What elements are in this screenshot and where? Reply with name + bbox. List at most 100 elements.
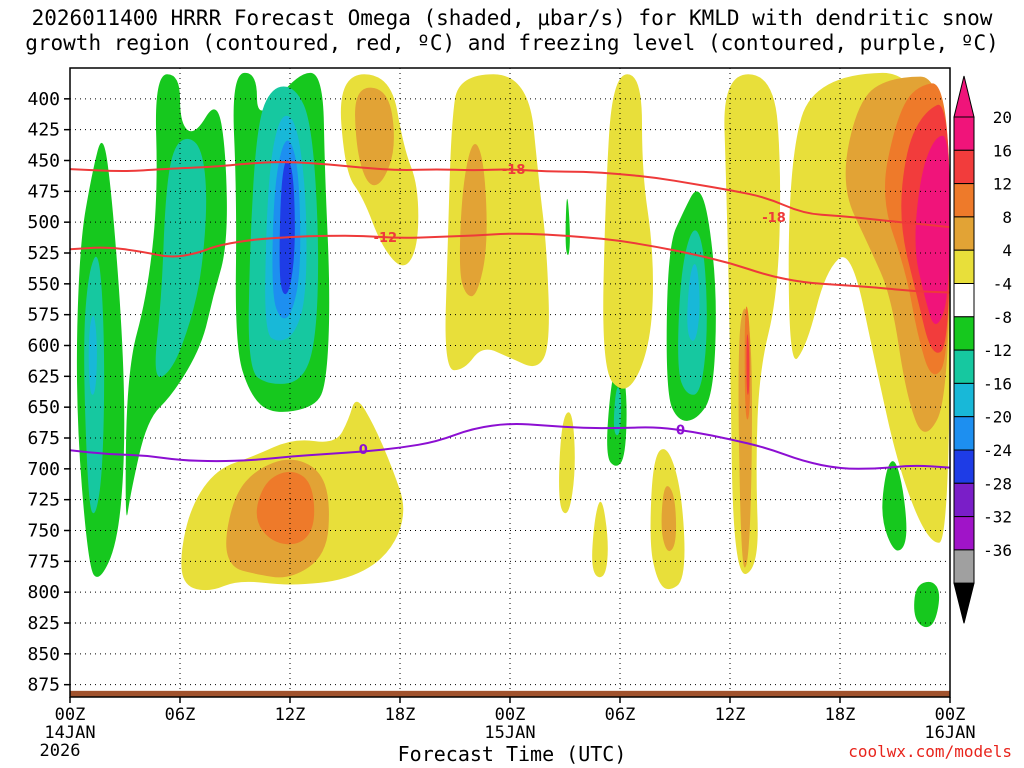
colorbar-label-0: 20 xyxy=(993,108,1012,127)
x-tick-label-18: 18Z xyxy=(385,705,416,725)
x-tick-label-6: 06Z xyxy=(165,705,196,725)
chart-title-line-2: growth region (contoured, red, ºC) and f… xyxy=(25,31,999,55)
contour-lines: -18 -18 -12 0 0 xyxy=(70,161,950,470)
omega-region-26 xyxy=(746,334,750,395)
colorbar-label-2: 12 xyxy=(993,175,1012,194)
omega-region-21 xyxy=(459,144,487,297)
x-tick-label-42: 18Z xyxy=(825,705,856,725)
y-tick-label-800: 800 xyxy=(27,582,60,603)
contour-line-2 xyxy=(70,423,950,470)
x-tick-label-0: 00Z xyxy=(55,705,86,725)
x-tick-label-24: 00Z xyxy=(495,705,526,725)
omega-region-34 xyxy=(256,471,315,545)
y-tick-label-625: 625 xyxy=(27,366,60,387)
colorbar-bottom-arrow xyxy=(953,582,975,624)
terrain-fill xyxy=(70,690,950,697)
y-tick-label-850: 850 xyxy=(27,644,60,665)
omega-region-9 xyxy=(279,160,295,295)
y-tick-label-675: 675 xyxy=(27,428,60,449)
contour-label-2-1: 0 xyxy=(676,423,685,438)
colorbar-swatch-0 xyxy=(953,116,975,151)
omega-region-19 xyxy=(355,87,394,186)
y-tick-label-650: 650 xyxy=(27,397,60,418)
x-tick-label-48: 00Z xyxy=(935,705,966,725)
dotted-grid xyxy=(70,68,950,697)
colorbar-swatch-9 xyxy=(953,416,975,451)
colorbar-label-8: -16 xyxy=(983,374,1012,393)
x-tick-year-0: 2026 xyxy=(40,741,81,761)
x-tick-label-30: 06Z xyxy=(605,705,636,725)
omega-region-36 xyxy=(592,501,608,578)
contour-label-0-1: -18 xyxy=(762,211,786,226)
y-tick-label-400: 400 xyxy=(27,89,60,110)
omega-region-15 xyxy=(687,264,700,341)
contour-line-1 xyxy=(70,232,950,294)
colorbar-label-3: 8 xyxy=(1002,208,1012,227)
axes: 400 425 450 475 500 525 550 575 600 625 650 675 700 7… xyxy=(27,89,975,761)
contour-label-0-0: -18 xyxy=(502,163,526,178)
x-axis-title: Forecast Time (UTC) xyxy=(397,742,627,766)
y-tick-label-825: 825 xyxy=(27,613,60,634)
y-tick-label-525: 525 xyxy=(27,243,60,264)
colorbar-top-arrow xyxy=(953,75,975,118)
omega-colorbar: 20 16 12 8 4 -4 -8 -12 -16 -20 -24 -28 -32 -36 xyxy=(953,75,1012,624)
colorbar-label-6: -8 xyxy=(993,308,1012,327)
y-tick-label-600: 600 xyxy=(27,336,60,357)
x-tick-date-48: 16JAN xyxy=(924,723,975,743)
colorbar-swatch-3 xyxy=(953,216,975,251)
y-tick-label-750: 750 xyxy=(27,521,60,542)
omega-region-16 xyxy=(882,461,907,551)
y-tick-label-700: 700 xyxy=(27,459,60,480)
colorbar-swatch-11 xyxy=(953,482,975,518)
x-tick-date-0: 14JAN xyxy=(44,723,95,743)
contour-line-0 xyxy=(70,161,950,229)
y-tick-label-575: 575 xyxy=(27,305,60,326)
omega-region-22 xyxy=(603,74,653,389)
y-tick-label-475: 475 xyxy=(27,181,60,202)
colorbar-swatch-4 xyxy=(953,249,975,284)
omega-region-2 xyxy=(88,315,97,395)
terrain-layer xyxy=(70,690,950,697)
omega-shading xyxy=(76,72,950,628)
contour-label-1-0: -12 xyxy=(374,231,398,246)
omega-region-12 xyxy=(613,387,622,436)
colorbar-label-7: -12 xyxy=(983,341,1012,360)
colorbar-label-10: -24 xyxy=(983,441,1012,460)
colorbar-swatch-7 xyxy=(953,349,975,384)
y-tick-label-775: 775 xyxy=(27,551,60,572)
x-tick-date-24: 15JAN xyxy=(484,723,535,743)
x-tick-label-12: 12Z xyxy=(275,705,306,725)
omega-region-20 xyxy=(445,74,549,371)
y-tick-label-550: 550 xyxy=(27,274,60,295)
website-credit: coolwx.com/models xyxy=(848,742,1012,761)
y-tick-label-500: 500 xyxy=(27,212,60,233)
colorbar-swatch-8 xyxy=(953,382,975,418)
omega-region-4 xyxy=(155,138,207,378)
omega-region-23 xyxy=(724,74,781,575)
contour-label-2-0: 0 xyxy=(359,443,368,458)
omega-region-17 xyxy=(914,581,940,628)
colorbar-label-1: 16 xyxy=(993,141,1012,160)
colorbar-swatch-13 xyxy=(953,549,975,584)
colorbar-label-13: -36 xyxy=(983,541,1012,560)
colorbar-swatch-5 xyxy=(953,283,975,318)
colorbar-swatch-12 xyxy=(953,516,975,551)
colorbar-swatch-6 xyxy=(953,316,975,351)
omega-region-31 xyxy=(915,135,950,324)
colorbar-label-9: -20 xyxy=(983,408,1012,427)
y-tick-label-425: 425 xyxy=(27,120,60,141)
x-tick-label-36: 12Z xyxy=(715,705,746,725)
y-tick-label-875: 875 xyxy=(27,675,60,696)
chart-title-line-1: 2026011400 HRRR Forecast Omega (shaded, … xyxy=(31,6,993,30)
omega-region-38 xyxy=(661,486,677,552)
colorbar-swatch-2 xyxy=(953,183,975,218)
y-tick-label-450: 450 xyxy=(27,151,60,172)
colorbar-label-4: 4 xyxy=(1002,241,1012,260)
colorbar-label-12: -32 xyxy=(983,508,1012,527)
colorbar-swatch-1 xyxy=(953,149,975,185)
colorbar-swatch-10 xyxy=(953,449,975,484)
y-tick-label-725: 725 xyxy=(27,490,60,511)
colorbar-label-5: -4 xyxy=(993,275,1012,294)
omega-region-10 xyxy=(565,198,570,256)
